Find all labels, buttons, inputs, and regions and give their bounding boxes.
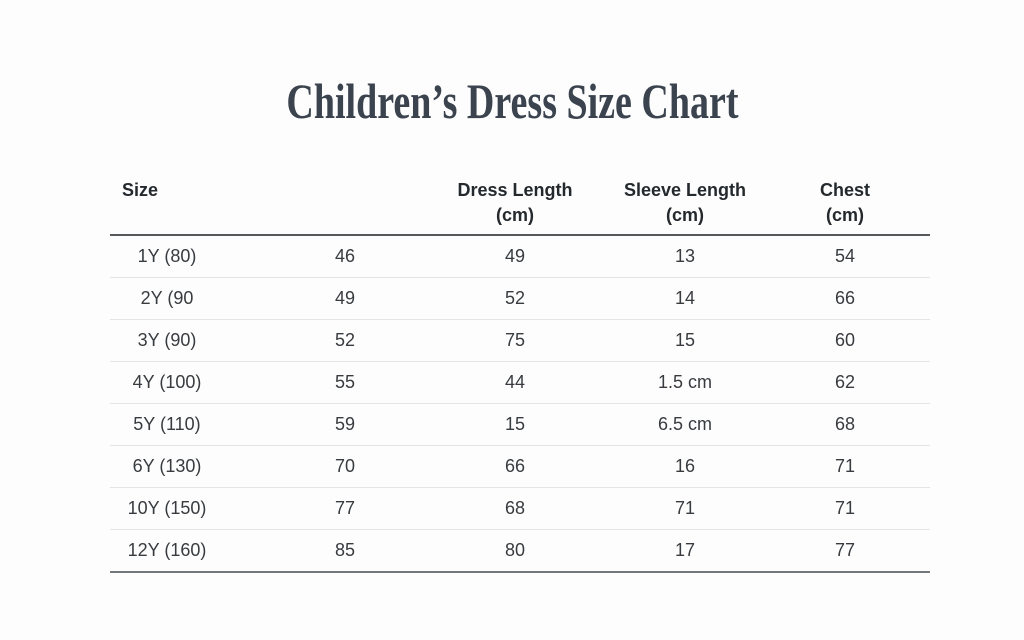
table-row: 1Y (80) 46 49 13 54 <box>110 235 930 278</box>
value-cell: 13 <box>600 235 770 278</box>
value-cell: 71 <box>770 445 930 488</box>
table-row: 6Y (130) 70 66 16 71 <box>110 445 930 488</box>
value-cell: 15 <box>600 319 770 362</box>
column-header: Dress Length (cm) <box>430 172 600 236</box>
value-cell: 80 <box>430 529 600 573</box>
value-cell: 54 <box>770 235 930 278</box>
column-header <box>260 172 430 236</box>
table-row: 10Y (150) 77 68 71 71 <box>110 487 930 530</box>
value-cell: 66 <box>430 445 600 488</box>
table-row: 4Y (100) 55 44 1.5 cm 62 <box>110 361 930 404</box>
value-cell: 68 <box>430 487 600 530</box>
value-cell: 16 <box>600 445 770 488</box>
size-cell: 4Y (100) <box>110 361 260 404</box>
value-cell: 66 <box>770 277 930 320</box>
column-header: Sleeve Length (cm) <box>600 172 770 236</box>
column-header: Chest (cm) <box>770 172 930 236</box>
value-cell: 49 <box>430 235 600 278</box>
size-chart-table: Size Dress Length (cm) Sleeve Length (cm) C… <box>110 172 930 573</box>
value-cell: 46 <box>260 235 430 278</box>
value-cell: 6.5 cm <box>600 403 770 446</box>
value-cell: 49 <box>260 277 430 320</box>
table-row: 12Y (160) 85 80 17 77 <box>110 529 930 573</box>
column-header: Size <box>110 172 260 236</box>
value-cell: 44 <box>430 361 600 404</box>
value-cell: 62 <box>770 361 930 404</box>
table-body: 1Y (80) 46 49 13 54 2Y (90 49 52 14 66 3Y (90) 52 75… <box>110 235 930 573</box>
table-header: Size Dress Length (cm) Sleeve Length (cm) C… <box>110 172 930 236</box>
size-cell: 5Y (110) <box>110 403 260 446</box>
value-cell: 1.5 cm <box>600 361 770 404</box>
size-cell: 1Y (80) <box>110 235 260 278</box>
value-cell: 14 <box>600 277 770 320</box>
value-cell: 77 <box>770 529 930 573</box>
value-cell: 71 <box>770 487 930 530</box>
page-title-text: Children’s Dress Size Chart <box>285 73 739 129</box>
value-cell: 55 <box>260 361 430 404</box>
size-cell: 6Y (130) <box>110 445 260 488</box>
size-cell: 2Y (90 <box>110 277 260 320</box>
value-cell: 68 <box>770 403 930 446</box>
page-title: Children’s Dress Size Chart <box>0 76 1024 126</box>
value-cell: 75 <box>430 319 600 362</box>
size-cell: 3Y (90) <box>110 319 260 362</box>
value-cell: 59 <box>260 403 430 446</box>
value-cell: 77 <box>260 487 430 530</box>
value-cell: 85 <box>260 529 430 573</box>
table-row: 5Y (110) 59 15 6.5 cm 68 <box>110 403 930 446</box>
size-cell: 12Y (160) <box>110 529 260 573</box>
value-cell: 52 <box>430 277 600 320</box>
value-cell: 71 <box>600 487 770 530</box>
table-row: 2Y (90 49 52 14 66 <box>110 277 930 320</box>
size-cell: 10Y (150) <box>110 487 260 530</box>
value-cell: 15 <box>430 403 600 446</box>
value-cell: 52 <box>260 319 430 362</box>
value-cell: 17 <box>600 529 770 573</box>
value-cell: 70 <box>260 445 430 488</box>
header-row: Size Dress Length (cm) Sleeve Length (cm) C… <box>110 172 930 236</box>
value-cell: 60 <box>770 319 930 362</box>
table-row: 3Y (90) 52 75 15 60 <box>110 319 930 362</box>
